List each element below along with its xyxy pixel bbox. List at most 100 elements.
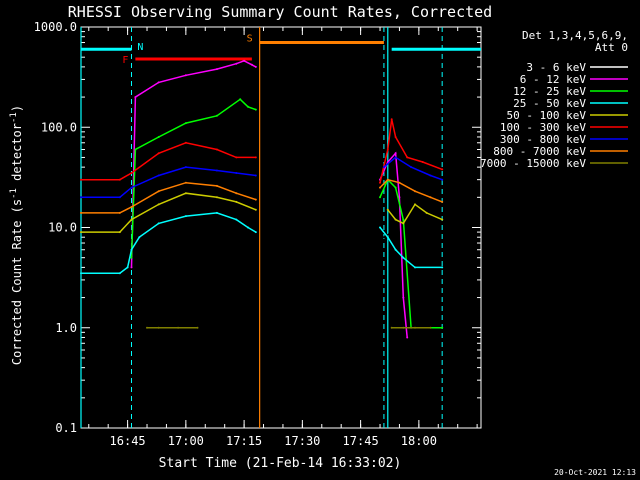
series-point [130,172,133,174]
series-line-3-6-keV [130,212,257,250]
series-point [157,326,160,329]
x-tick-label: 17:15 [226,434,262,448]
series-point [215,68,218,71]
x-tick-label: 17:00 [168,434,204,448]
y-tick-label: 1000.0 [34,20,77,34]
series-line-300-800-keV [81,166,256,199]
series-point [130,206,133,208]
y-tick-label: 10.0 [48,221,77,235]
series-line-300-800-keV [383,156,443,181]
series-point [398,196,401,199]
footer-date: 20-Oct-2021 12:13 [554,468,636,477]
series-point [429,326,432,329]
legend-entry-label: 6 - 12 keV [520,73,587,86]
series-point [118,231,121,234]
series-point [80,196,82,199]
series-point [80,211,82,214]
series-point [406,336,409,339]
series-line-50-100-keV [81,192,257,233]
series-point [425,211,428,214]
series-point [157,203,160,206]
x-axis-label: Start Time (21-Feb-14 16:33:02) [159,456,402,471]
y-tick-label: 0.1 [55,421,77,435]
series-point [235,156,238,159]
series-point [235,62,238,65]
series-point [382,166,385,169]
series-point [379,186,381,189]
series-point [394,186,397,189]
legend-entry-label: 12 - 25 keV [513,85,586,98]
legend-entry-label: 3 - 6 keV [526,61,586,74]
series-point [184,215,187,218]
legend-entry-label: 800 - 7000 keV [493,145,586,158]
legend-entry-label: 50 - 100 keV [507,109,587,122]
series-point [394,248,397,251]
series-point [429,174,432,177]
series-point [386,208,389,211]
series-point [382,236,385,239]
series-point [130,248,133,251]
series-point [410,166,413,169]
series-point [414,326,416,329]
series-point [406,156,409,159]
legend-entry-label: 300 - 800 keV [500,133,586,146]
series-point [394,136,397,138]
series-point [80,178,82,181]
series-point [390,326,393,329]
y-tick-label: 100.0 [41,120,77,134]
flare-bar-label: F [122,55,128,66]
series-point [441,266,444,269]
series-point [379,196,381,199]
series-point [177,326,180,329]
series-point [254,65,257,68]
series-line-6-12-keV [130,59,257,268]
series-point [130,266,133,269]
series-point [157,190,160,193]
series-line-100-300-keV [379,119,443,183]
series-point [254,208,257,211]
series-point [235,192,238,195]
series-point [250,63,253,66]
series-point [398,181,401,184]
plot-frame [80,26,482,429]
series-point [146,326,148,329]
series-line-50-100-keV [387,203,443,225]
series-point [215,184,218,187]
series-point [134,239,137,241]
x-tick-label: 17:30 [284,434,320,448]
series-point [247,105,249,108]
legend-header-attenuator: Att 0 [595,41,628,54]
series-point [394,152,397,155]
series-point [254,156,257,159]
series-point [157,215,160,218]
series-point [157,152,160,155]
series-point [184,181,187,184]
series-point [157,136,160,138]
series-point [134,96,137,99]
series-point [130,256,133,259]
series-point [414,190,416,193]
series-point [247,226,249,229]
series-point [406,296,409,299]
series-point [196,326,199,329]
series-line-12-25-keV [130,98,257,258]
series-point [118,211,121,214]
series-point [429,196,432,199]
series-point [386,148,389,151]
series-point [157,222,160,225]
series-point [184,122,187,125]
series-point [80,272,82,275]
series-point [379,181,381,184]
series-point [118,272,121,275]
series-point [138,236,141,239]
series-point [184,166,187,169]
series-point [130,186,133,189]
chart-title: RHESSI Observing Summary Count Rates, Co… [68,3,492,21]
series-point [410,356,413,359]
legend-entry-label: 7000 - 15000 keV [480,157,586,170]
x-tick-label: 17:45 [343,434,379,448]
series-point [130,218,133,221]
series-point [398,236,401,239]
